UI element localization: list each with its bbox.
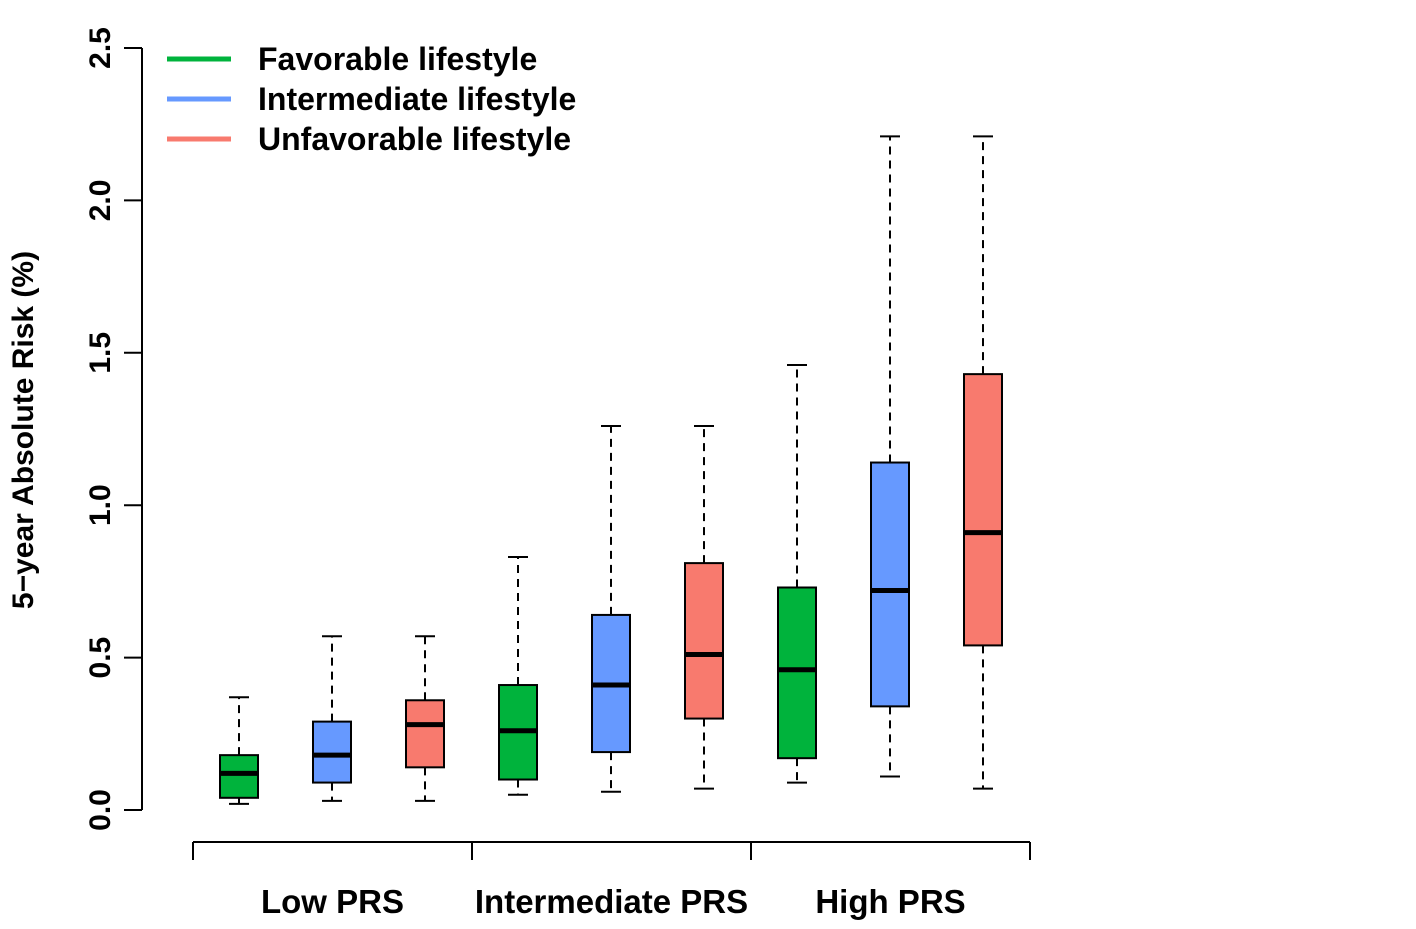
legend-label: Favorable lifestyle [258,41,537,77]
plot-area [219,135,1003,805]
x-group-label: Low PRS [261,883,404,920]
y-axis-title: 5−year Absolute Risk (%) [7,251,40,609]
legend-item: Favorable lifestyle [167,41,537,77]
y-tick-label: 0.0 [84,789,117,831]
y-tick-label: 1.5 [84,332,117,374]
box-3 [405,635,445,802]
legend: Favorable lifestyle Intermediate lifestyl… [167,41,576,157]
x-group-label: High PRS [815,883,965,920]
box-9 [963,135,1003,790]
y-axis: 0.0 0.5 1.0 1.5 2.0 2.5 [84,27,143,831]
box-2 [312,635,352,802]
iqr-box [684,562,724,720]
y-tick-label: 2.5 [84,27,117,69]
box-6 [684,424,724,790]
y-tick-label: 1.0 [84,484,117,526]
y-tick-label: 0.5 [84,637,117,679]
x-axis: Low PRS Intermediate PRS High PRS [192,841,1031,920]
box-7 [777,363,817,784]
legend-item: Intermediate lifestyle [167,81,576,117]
box-4 [498,556,538,796]
box-1 [219,696,259,805]
legend-item: Unfavorable lifestyle [167,121,571,157]
y-tick-label: 2.0 [84,180,117,222]
box-5 [591,424,631,793]
iqr-box [870,461,910,708]
x-group-label: Intermediate PRS [475,883,748,920]
legend-label: Unfavorable lifestyle [258,121,571,157]
iqr-box [777,586,817,760]
iqr-box [312,720,352,784]
iqr-box [405,699,445,769]
iqr-box [219,754,259,799]
box-8 [870,135,910,778]
legend-label: Intermediate lifestyle [258,81,576,117]
iqr-box [963,373,1003,647]
